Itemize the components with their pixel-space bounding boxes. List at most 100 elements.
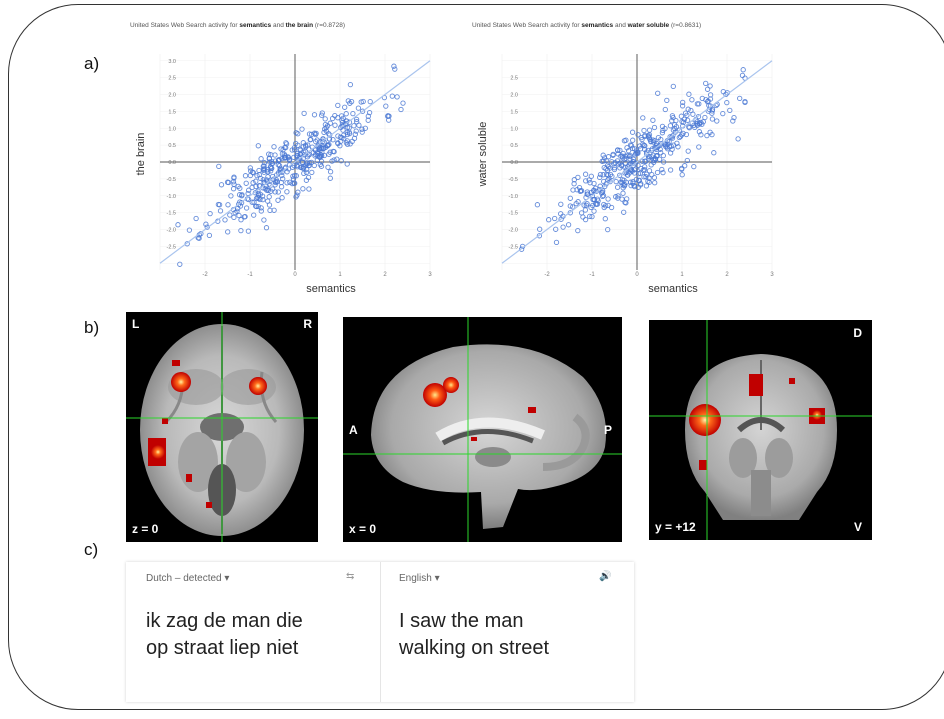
scatter-point [689,97,695,103]
scatter-point [284,169,290,175]
scatter-point [627,152,633,159]
speaker-icon[interactable]: 🔊 [599,571,612,582]
scatter-point [175,222,181,228]
scatter-point [670,132,676,139]
scatter-point [243,205,250,211]
scatter-point [704,86,711,92]
scatter-point [621,138,628,144]
scatter-point [583,202,589,208]
scatter-point [351,135,358,142]
scatter-point [306,151,313,158]
scatter-point [256,167,262,174]
scatter-point [666,144,673,150]
scatter-point [236,192,243,198]
x-axis-label: semantics [648,283,698,295]
slice-label: y = +12 [655,520,696,534]
scatter-point [698,132,704,138]
scatter-point [272,152,278,158]
source-language-select[interactable]: Dutch – detected ▾ [146,573,230,584]
scatter-point [686,125,693,131]
scatter-point [343,111,349,117]
scatter-point [317,161,323,168]
scatter-point [679,166,685,172]
scatter-point [218,182,225,188]
scatter-point [340,115,346,121]
scatter-point [355,105,362,111]
scatter-point [273,177,279,183]
scatter-point [643,183,650,189]
scatter-point [242,173,249,179]
scatter-point [222,217,228,223]
scatter-point [597,174,603,181]
scatter-point [730,118,736,124]
scatter-point [611,166,618,173]
scatter-point [651,124,658,131]
scatter-point [639,158,645,164]
scatter-point [306,131,313,137]
scatter-point [231,181,237,187]
scatter-point [247,172,254,179]
scatter-point [591,187,597,193]
scatter-point [605,172,611,178]
scatter-point [724,99,730,106]
scatter-plot-area: 2.5 2.0 1.5 1.0 0.5 0.0 -0.5 -1.0 -1.5 -2.0 -2.5 -2… [477,54,774,295]
panel-label-c: c) [84,540,99,559]
scatter-point [232,209,238,216]
scatter-point [327,169,334,175]
label-left: L [132,317,140,331]
scatter-point [670,83,676,90]
scatter-point [398,106,404,113]
scatter-point [651,159,657,166]
scatter-point [319,112,325,118]
scatter-point [260,163,266,169]
scatter-point [400,100,406,106]
scatter-point [271,144,277,150]
scatter-point [300,144,306,150]
scatter-point [386,117,392,123]
scatter-point [624,145,630,151]
y-tick-label: -2.0 [509,228,518,234]
target-language-select[interactable]: English ▾ [399,573,440,584]
scatter-point [236,212,242,219]
scatter-point [266,194,272,200]
scatter-point [597,171,604,178]
y-tick-label: 0.0 [168,160,176,166]
scatter-point [239,192,245,198]
scatter-point [309,169,315,176]
scatter-point [258,156,264,162]
slice-label: z = 0 [132,522,159,536]
scatter-point [177,261,183,267]
scatter-point [570,204,576,210]
scatter-point [295,150,301,157]
scatter-point [620,185,626,191]
scatter-point [686,91,692,97]
scatter-point [343,120,349,127]
x-tick-label: 2 [383,272,387,278]
scatter-point [631,146,638,152]
scatter-point [330,137,336,143]
y-tick-label: -2.5 [509,244,518,250]
scatter-point [258,205,264,211]
source-text-line: ik zag de man die [146,610,303,632]
scatter-point [588,173,594,179]
scatter-point [327,149,333,155]
scatter-point [216,202,223,208]
scatter-point [358,99,364,105]
scatter-point [280,176,286,182]
scatter-point [250,170,257,176]
label-dorsal: D [853,326,862,340]
scatter-point [720,110,726,117]
y-tick-label: -1.5 [167,211,176,217]
brain-coronal-image [649,320,872,540]
scatter-point [600,152,606,158]
scatter-point [601,164,607,171]
scatter-point [534,202,541,208]
scatter-point [359,126,365,132]
scatter-point [272,189,278,195]
source-text[interactable]: ik zag de man die op straat liep niet [146,608,386,662]
scatter-point [571,177,577,183]
scatter-point [674,140,680,146]
scatter-point [567,203,573,209]
swap-languages-icon[interactable]: ⇆ [346,571,355,582]
scatter-point [553,239,560,246]
